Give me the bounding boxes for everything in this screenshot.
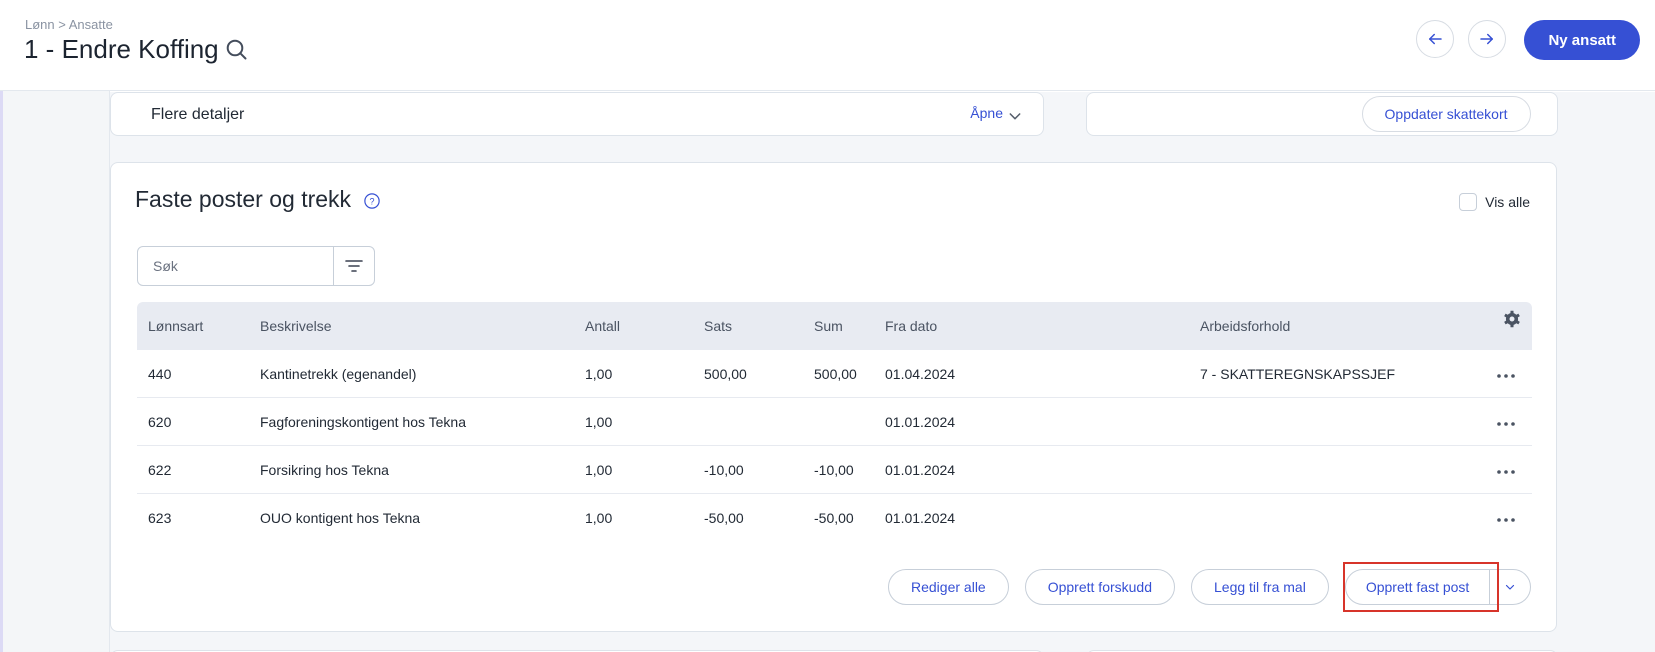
svg-text:?: ?: [370, 196, 375, 206]
